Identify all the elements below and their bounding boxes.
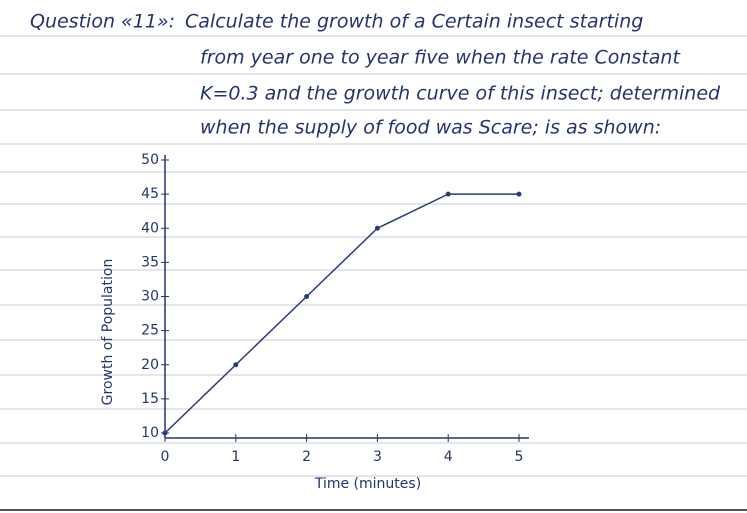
data-point <box>162 430 168 436</box>
x-tick-label: 2 <box>302 449 311 465</box>
question-text: K=0.3 and the growth curve of this insec… <box>200 83 721 105</box>
x-tick-label: 3 <box>373 449 382 465</box>
ruled-lines <box>0 35 747 511</box>
y-tick-label: 20 <box>141 357 159 373</box>
question-text: Calculate the growth of a Certain insect… <box>185 11 643 33</box>
question-text: from year one to year five when the rate… <box>200 47 681 69</box>
question-label: Question «11»: <box>30 11 175 33</box>
x-tick-label: 1 <box>231 449 240 465</box>
data-point <box>445 191 451 197</box>
x-tick-label: 5 <box>515 449 524 465</box>
y-tick-label: 50 <box>141 152 159 168</box>
y-tick-label: 40 <box>141 220 159 236</box>
data-point <box>516 191 522 197</box>
y-tick-label: 10 <box>141 425 159 441</box>
y-axis-label: Growth of Population <box>100 259 116 406</box>
data-point <box>304 294 310 299</box>
y-tick-label: 45 <box>141 186 159 202</box>
data-point <box>374 225 380 231</box>
x-tick-label: 0 <box>161 449 170 465</box>
question-text: when the supply of food was Scare; is as… <box>200 117 661 139</box>
x-tick-label: 4 <box>444 449 453 465</box>
growth-curve <box>164 193 519 434</box>
data-point <box>233 362 239 368</box>
y-tick-label: 15 <box>141 391 159 407</box>
y-tick-label: 30 <box>141 289 159 305</box>
y-tick-label: 25 <box>141 323 159 339</box>
x-axis-label: Time (minutes) <box>314 476 421 492</box>
y-tick-label: 35 <box>141 254 159 270</box>
